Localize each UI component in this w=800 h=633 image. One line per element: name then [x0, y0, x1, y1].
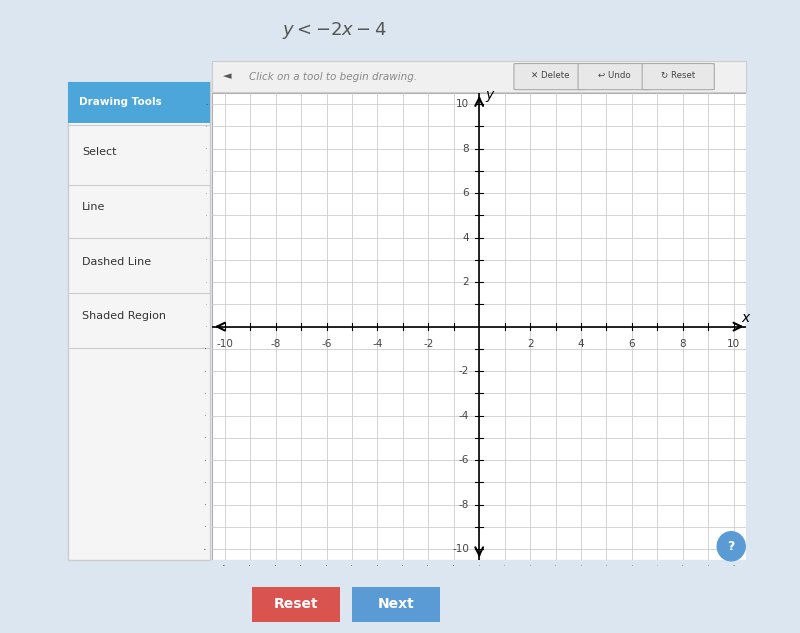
- FancyBboxPatch shape: [642, 63, 714, 90]
- Text: Shaded Region: Shaded Region: [82, 311, 166, 322]
- Text: 8: 8: [462, 144, 469, 154]
- Text: 10: 10: [727, 339, 740, 349]
- Text: ↩ Undo: ↩ Undo: [598, 72, 630, 80]
- FancyBboxPatch shape: [345, 584, 447, 624]
- Text: -2: -2: [458, 366, 469, 376]
- Text: ?: ?: [727, 540, 735, 553]
- FancyBboxPatch shape: [245, 584, 347, 624]
- Text: y: y: [486, 88, 494, 102]
- Text: 10: 10: [456, 99, 469, 109]
- Text: $y < -2x - 4$: $y < -2x - 4$: [282, 20, 387, 41]
- Text: 8: 8: [679, 339, 686, 349]
- Text: Drawing Tools: Drawing Tools: [79, 97, 162, 108]
- Text: -8: -8: [270, 339, 281, 349]
- Text: 6: 6: [462, 188, 469, 198]
- Text: 4: 4: [578, 339, 584, 349]
- Text: $x \geq -3$: $x \geq -3$: [282, 63, 350, 81]
- Text: Click on a tool to begin drawing.: Click on a tool to begin drawing.: [250, 72, 418, 82]
- Text: 2: 2: [526, 339, 534, 349]
- Text: -8: -8: [458, 499, 469, 510]
- Text: Dashed Line: Dashed Line: [82, 256, 151, 266]
- Text: Line: Line: [82, 201, 106, 211]
- Bar: [68, 82, 210, 123]
- Text: -6: -6: [322, 339, 332, 349]
- Text: -10: -10: [452, 544, 469, 554]
- Text: 4: 4: [462, 233, 469, 242]
- FancyBboxPatch shape: [68, 82, 210, 560]
- Text: -10: -10: [216, 339, 233, 349]
- Text: -4: -4: [372, 339, 382, 349]
- Text: ↻ Reset: ↻ Reset: [662, 72, 696, 80]
- Text: Select: Select: [82, 147, 117, 156]
- Text: ✕ Delete: ✕ Delete: [531, 72, 570, 80]
- Circle shape: [718, 532, 745, 561]
- FancyBboxPatch shape: [514, 63, 586, 90]
- Text: Reset: Reset: [274, 597, 318, 611]
- Text: Next: Next: [378, 597, 414, 611]
- Text: -6: -6: [458, 455, 469, 465]
- Text: 2: 2: [462, 277, 469, 287]
- Text: -2: -2: [423, 339, 434, 349]
- Text: 6: 6: [629, 339, 635, 349]
- Text: x: x: [741, 311, 750, 325]
- FancyBboxPatch shape: [578, 63, 650, 90]
- Text: -4: -4: [458, 411, 469, 420]
- Text: ◄: ◄: [222, 72, 231, 82]
